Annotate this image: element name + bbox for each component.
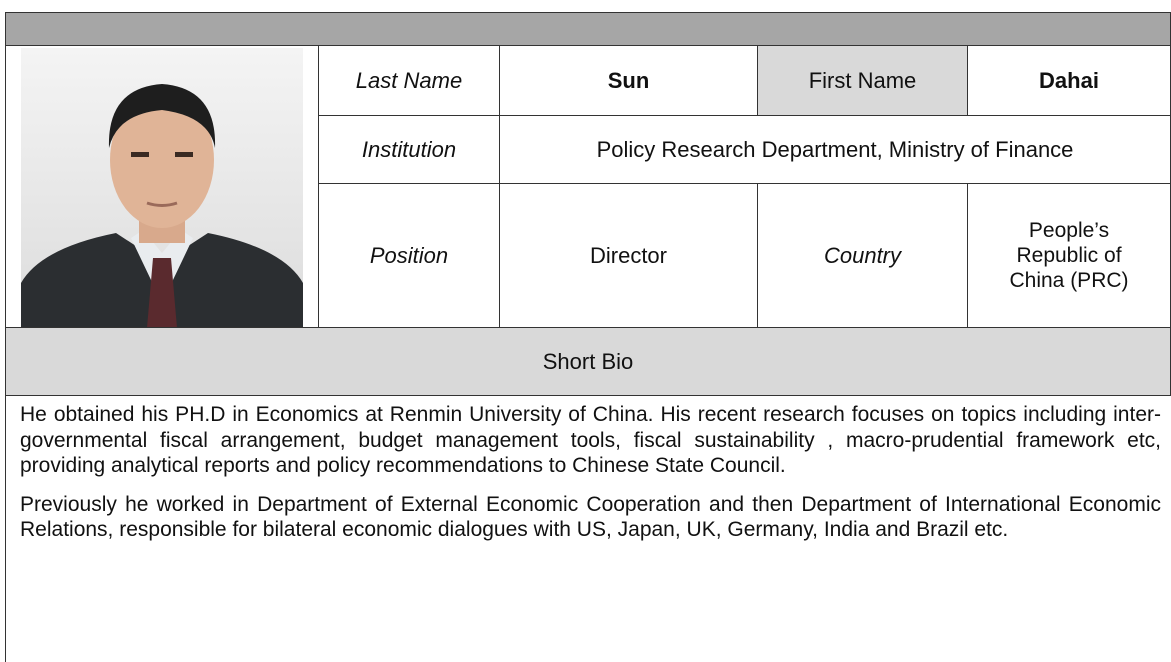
bio-paragraph: He obtained his PH.D in Economics at Ren… bbox=[20, 403, 1161, 477]
header-bar bbox=[5, 12, 1171, 46]
photo-cell bbox=[5, 45, 319, 328]
bio: He obtained his PH.D in Economics at Ren… bbox=[5, 394, 1171, 662]
label-cell: First Name bbox=[757, 45, 968, 116]
section-heading: Short Bio bbox=[5, 327, 1171, 396]
label-cell: Position bbox=[318, 183, 500, 328]
value-cell: People’s Republic of China (PRC) bbox=[967, 183, 1171, 328]
label-cell: Institution bbox=[318, 115, 500, 184]
label-cell: Last Name bbox=[318, 45, 500, 116]
label-cell: Country bbox=[757, 183, 968, 328]
bio-paragraph: Previously he worked in Department of Ex… bbox=[20, 492, 1161, 542]
photo bbox=[21, 47, 303, 328]
value-cell: Director bbox=[499, 183, 758, 328]
value-cell: Sun bbox=[499, 45, 758, 116]
value-cell: Dahai bbox=[967, 45, 1171, 116]
value-cell: Policy Research Department, Ministry of … bbox=[499, 115, 1171, 184]
